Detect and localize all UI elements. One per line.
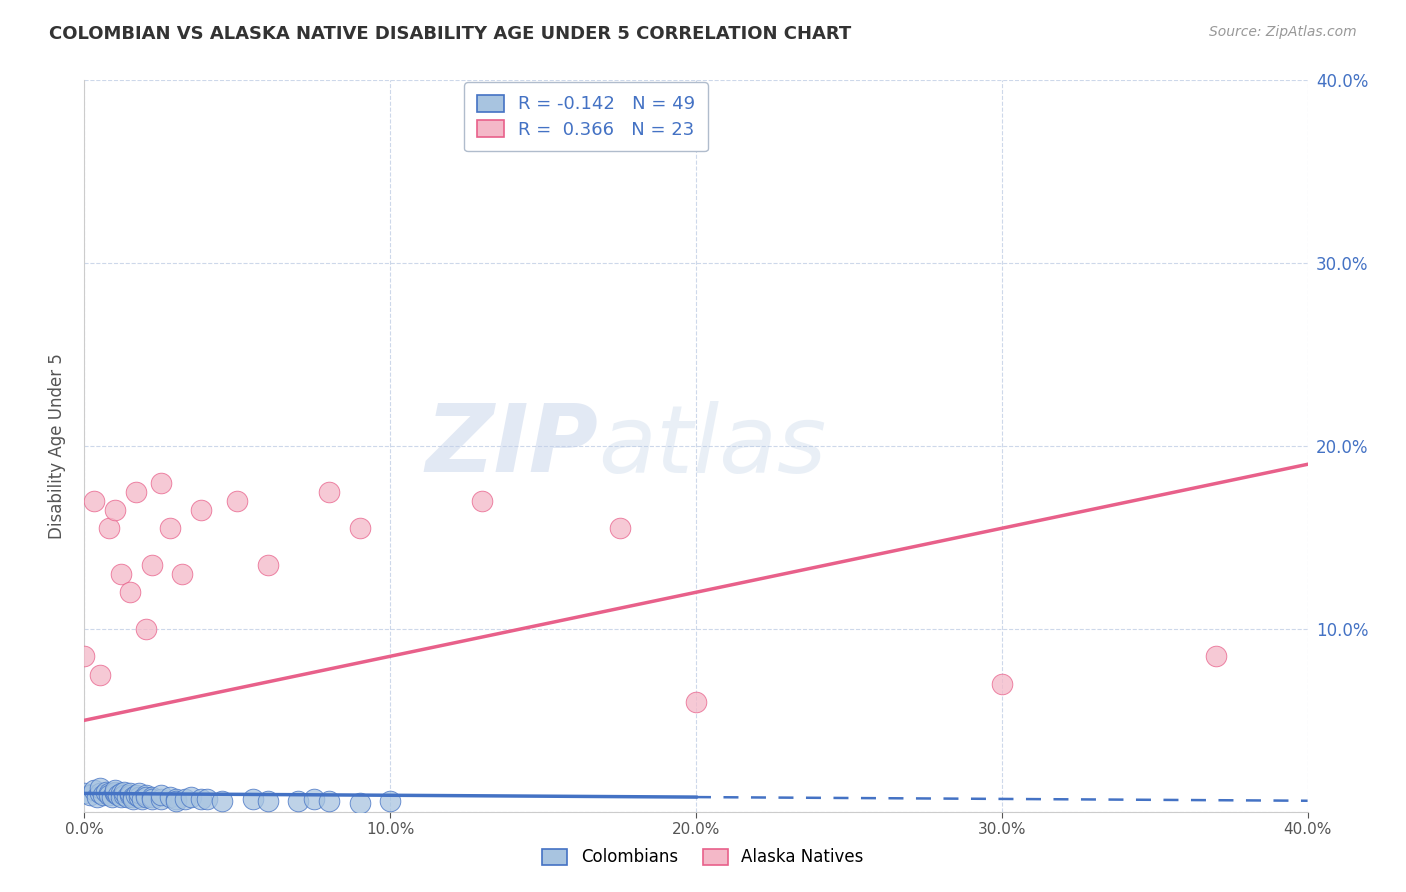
Point [83,494,105,508]
Point [94,784,117,798]
Text: Source: ZipAtlas.com: Source: ZipAtlas.com [1209,25,1357,39]
Legend: Colombians, Alaska Natives: Colombians, Alaska Natives [534,840,872,875]
Point [101,790,124,805]
Point [97,789,120,803]
Point [120,585,142,599]
Point [104,784,127,798]
Point [141,558,163,572]
Legend: R = -0.142   N = 49, R =  0.366   N = 23: R = -0.142 N = 49, R = 0.366 N = 23 [464,82,707,152]
Point [89,780,111,795]
Point [83,782,105,797]
Point [159,790,181,805]
Point [97,521,120,535]
Point [349,796,371,810]
Point [91,789,114,803]
Point [104,782,127,797]
Point [149,475,172,490]
Point [122,790,145,805]
Point [318,484,340,499]
Point [165,792,187,806]
Point [380,794,402,808]
Point [135,790,157,805]
Point [302,792,325,806]
Point [73,787,96,801]
Point [120,789,142,803]
Point [174,792,197,806]
Point [128,787,150,801]
Point [89,787,111,801]
Point [141,790,163,805]
Point [97,787,120,801]
Point [110,790,132,805]
Point [195,792,218,806]
Text: COLOMBIAN VS ALASKA NATIVE DISABILITY AGE UNDER 5 CORRELATION CHART: COLOMBIAN VS ALASKA NATIVE DISABILITY AG… [49,25,852,43]
Point [128,790,150,805]
Point [104,787,127,801]
Point [211,794,233,808]
Point [135,789,157,803]
Point [180,790,202,805]
Point [110,567,132,582]
Point [991,676,1014,690]
Point [73,649,96,664]
Point [115,790,138,805]
Text: ZIP: ZIP [425,400,598,492]
Point [89,667,111,681]
Text: atlas: atlas [598,401,827,491]
Point [125,789,148,803]
Point [120,787,142,801]
Point [141,792,163,806]
Point [122,792,145,806]
Point [190,792,212,806]
Point [609,521,631,535]
Point [110,787,132,801]
Point [257,558,280,572]
Point [131,792,153,806]
Point [318,794,340,808]
Point [471,494,494,508]
Point [349,521,371,535]
Point [104,503,127,517]
Point [226,494,249,508]
Point [242,792,264,806]
Point [112,784,135,798]
Y-axis label: Disability Age Under 5: Disability Age Under 5 [48,353,66,539]
Point [135,622,157,636]
Point [79,789,101,803]
Point [86,790,108,805]
Point [165,794,187,808]
Point [112,789,135,803]
Point [190,503,212,517]
Point [159,521,181,535]
Point [685,695,707,709]
Point [172,567,194,582]
Point [149,792,172,806]
Point [287,794,309,808]
Point [1205,649,1227,664]
Point [125,484,148,499]
Point [149,789,172,803]
Point [107,789,129,803]
Point [257,794,280,808]
